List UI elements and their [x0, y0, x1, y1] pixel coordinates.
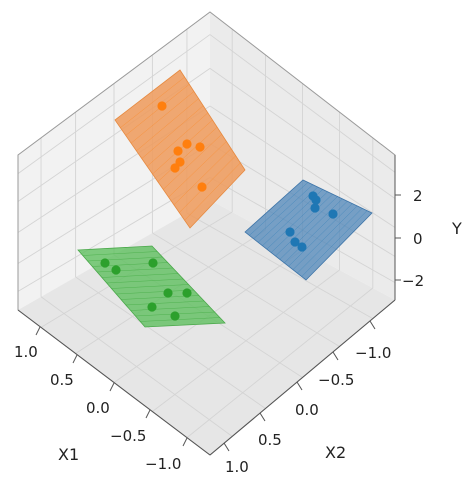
data-points [100, 101, 338, 321]
y-axis-label: Y [451, 219, 462, 238]
grid-line [209, 105, 396, 228]
grid-line [152, 232, 340, 347]
plane-hatch-line [184, 162, 241, 221]
x1-tick-label-1: 1.0 [14, 343, 38, 361]
data-point [148, 258, 158, 268]
plane-hatch-line [125, 300, 205, 306]
plane-hatch-line [275, 196, 338, 257]
data-point [290, 237, 300, 247]
data-point [170, 163, 180, 173]
data-point [310, 203, 320, 213]
plane-hatch-line [97, 267, 173, 273]
plane-hatch-line [257, 186, 318, 243]
data-point [173, 146, 183, 156]
plane-hatch-line [125, 84, 190, 136]
plane-hatch-line [173, 148, 232, 206]
data-point [182, 288, 192, 298]
data-point [163, 288, 173, 298]
y-tick-label-neg2: −2 [402, 272, 424, 290]
x1-axis: 1.0 0.5 0.0 −0.5 −1.0 X1 [14, 309, 211, 473]
data-point [311, 195, 321, 205]
plane-hatch-line [120, 76, 185, 128]
data-point [100, 258, 110, 268]
plane-hatch-line [106, 278, 184, 284]
plane-hatch-line [288, 203, 353, 267]
data-point [170, 311, 180, 321]
x1-tick-label-5: −1.0 [145, 455, 181, 473]
x2-axis: −1.0 −0.5 0.0 0.5 1.0 X2 [209, 299, 396, 476]
plane-hatch-line [270, 193, 333, 253]
data-point [297, 242, 307, 252]
x1-tick-label-3: 0.0 [86, 399, 110, 417]
plane-hatch-line [279, 198, 343, 260]
grid-line [186, 212, 374, 319]
plane-hatch-line [168, 141, 227, 198]
x1-axis-label: X1 [58, 445, 79, 464]
data-point [197, 182, 207, 192]
plane-hatch-line [301, 210, 368, 277]
plane-hatch-line [292, 205, 358, 270]
x2-tick-label-3: 0.0 [295, 401, 319, 419]
grid-line [152, 269, 340, 412]
plane-hatch-line [152, 119, 213, 175]
data-point [195, 142, 205, 152]
x2-tick-label-1: −1.0 [355, 344, 391, 362]
plane-hatch-line [130, 306, 210, 311]
x2-axis-label: X2 [325, 443, 346, 462]
x1-tick-label-2: 0.5 [50, 371, 74, 389]
x2-tick-label-4: 0.5 [258, 431, 282, 449]
data-point [147, 302, 157, 312]
data-point [328, 209, 338, 219]
data-point [157, 101, 167, 111]
data-point [285, 227, 295, 237]
plane-hatch-line [136, 98, 199, 152]
x2-tick-label-2: −0.5 [318, 371, 354, 389]
plane-hatch-line [141, 105, 204, 159]
y-tick-label-2: 2 [413, 187, 423, 205]
x1-tick-label-4: −0.5 [110, 427, 146, 445]
y-tick-label-0: 0 [413, 230, 423, 248]
plane-hatch-line [179, 155, 236, 213]
plane-hatch-line [157, 126, 218, 182]
plane-hatch-line [101, 273, 179, 278]
data-point [182, 139, 192, 149]
grid-line [186, 287, 374, 438]
plane-hatch-line [146, 112, 209, 167]
plane-hatch-line [82, 251, 158, 256]
plane-hatch-line [297, 208, 363, 274]
plane-hatch-line [253, 184, 314, 240]
plane-hatch-line [140, 317, 220, 322]
plane-hatch-line [130, 91, 195, 144]
plane-hatch-line [116, 289, 194, 295]
plane-hatch-line [163, 134, 222, 190]
plane-hatch-line [111, 284, 189, 289]
plane-hatch-line [87, 256, 163, 262]
x2-tick-label-5: 1.0 [225, 458, 249, 476]
plane-hatch-line [249, 182, 309, 236]
y-axis: 2 0 −2 Y [394, 155, 462, 300]
data-point [111, 265, 121, 275]
